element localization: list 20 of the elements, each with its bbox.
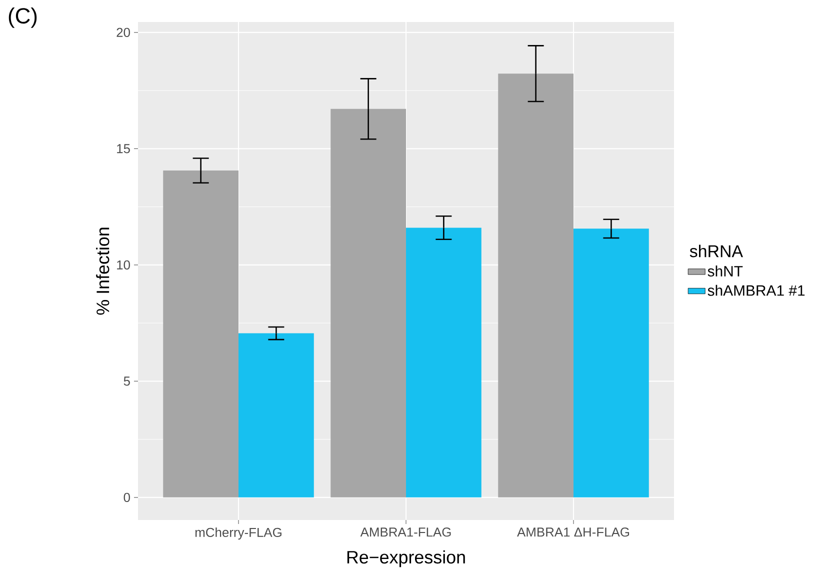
bar	[498, 74, 574, 498]
bar	[330, 108, 406, 498]
text: (C)	[8, 8, 37, 28]
y-tick-label: 0	[124, 492, 130, 502]
y-tick-label: 15	[117, 144, 130, 154]
y-axis-title: % Infection	[96, 228, 110, 315]
bar	[574, 228, 649, 498]
x-axis-title: Re−expression	[347, 550, 465, 568]
legend-label: shAMBRA1 #1	[708, 284, 805, 296]
x-tick-label: mCherry-FLAG	[195, 528, 282, 540]
y-tick-label: 20	[116, 28, 130, 38]
y-tick-label: 5	[124, 376, 130, 386]
bar	[163, 170, 239, 498]
legend-title: shRNA	[690, 244, 743, 258]
bar	[406, 228, 482, 498]
y-tick-label: 10	[117, 260, 130, 270]
bar	[238, 333, 314, 498]
x-tick-label: AMBRA1-FLAG	[360, 528, 451, 537]
x-tick-label: AMBRA1 ΔH-FLAG	[517, 528, 630, 537]
legend-label: shNT	[708, 266, 743, 277]
